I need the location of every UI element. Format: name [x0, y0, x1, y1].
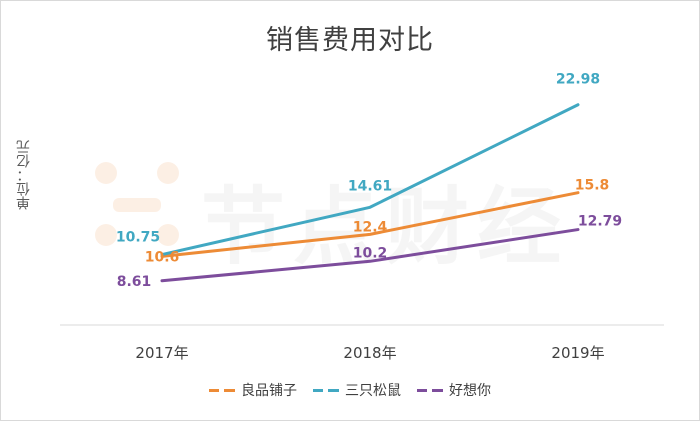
data-label: 10.6	[145, 249, 180, 265]
legend-label: 三只松鼠	[345, 383, 401, 399]
legend-label: 良品铺子	[241, 383, 297, 399]
legend-item: 良品铺子	[209, 380, 297, 400]
x-tick-label: 2017年	[135, 344, 188, 362]
data-label: 15.8	[575, 178, 610, 194]
data-label: 22.98	[556, 72, 600, 88]
x-tick-label: 2018年	[343, 344, 396, 362]
series-line-1	[160, 103, 580, 257]
data-label: 10.2	[353, 245, 388, 261]
data-label: 8.61	[117, 274, 152, 290]
data-label: 14.61	[348, 178, 392, 194]
legend-swatch	[417, 388, 443, 392]
legend-item: 好想你	[417, 380, 491, 400]
legend-swatch	[313, 388, 339, 392]
series-line-0	[160, 191, 580, 258]
legend-item: 三只松鼠	[313, 380, 401, 400]
series-line-2	[160, 228, 580, 283]
data-label: 12.4	[353, 219, 388, 235]
data-label: 10.75	[116, 230, 160, 246]
x-tick-label: 2019年	[551, 344, 604, 362]
legend-swatch	[209, 388, 235, 392]
data-label: 12.79	[578, 214, 622, 230]
legend: 良品铺子 三只松鼠 好想你	[0, 380, 700, 400]
chart-title: 销售费用对比	[266, 25, 434, 56]
legend-label: 好想你	[449, 383, 491, 399]
